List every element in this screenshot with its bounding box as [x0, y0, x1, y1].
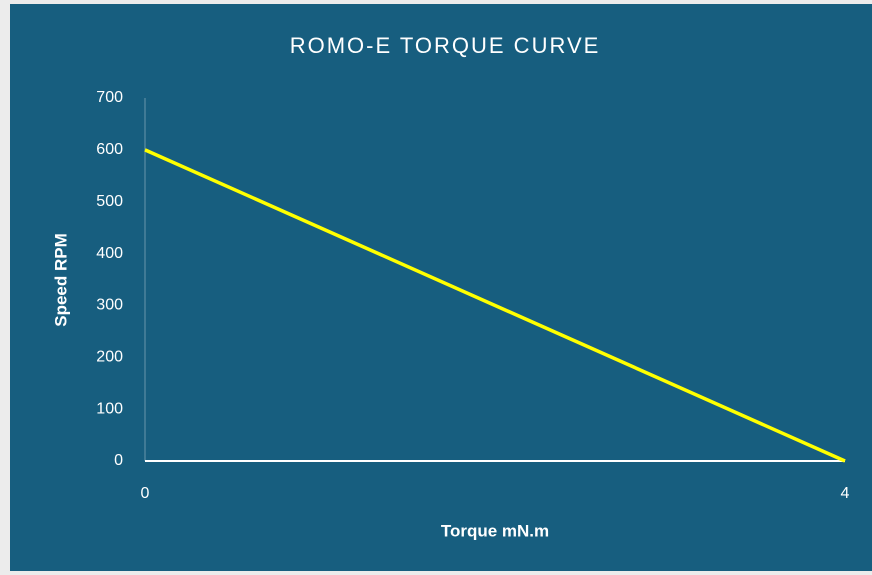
y-tick-label: 400: [96, 245, 123, 262]
y-tick-label: 700: [96, 89, 123, 106]
chart-title: ROMO-E TORQUE CURVE: [290, 33, 601, 58]
y-axis-label: Speed RPM: [51, 233, 70, 327]
y-tick-label: 200: [96, 349, 123, 366]
chart-background: [10, 4, 872, 571]
y-tick-label: 300: [96, 297, 123, 314]
y-tick-label: 500: [96, 193, 123, 210]
x-tick-label: 0: [141, 485, 150, 502]
y-tick-label: 600: [96, 141, 123, 158]
y-tick-label: 100: [96, 400, 123, 417]
y-tick-label: 0: [114, 452, 123, 469]
x-axis-label: Torque mN.m: [441, 521, 549, 540]
x-tick-label: 4: [841, 485, 850, 502]
data-line: [144, 148, 846, 463]
